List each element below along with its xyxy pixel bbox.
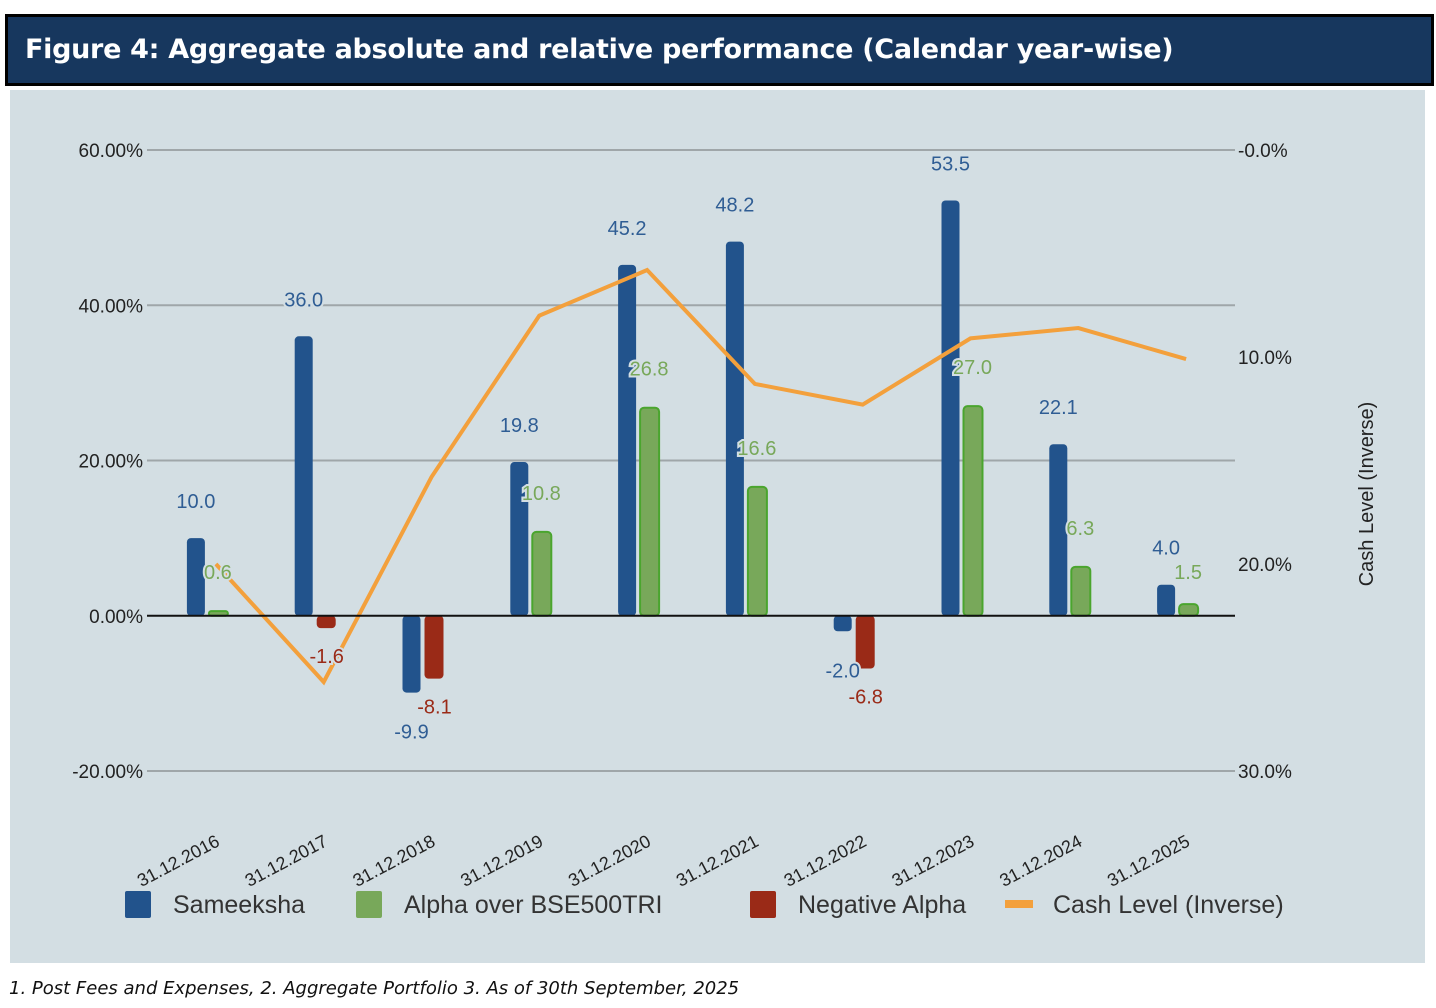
footnote: 1. Post Fees and Expenses, 2. Aggregate …: [9, 978, 740, 999]
y-left-tick-label: 20.00%: [79, 452, 144, 473]
y-left-tick-label: 60.00%: [79, 141, 144, 162]
label-alpha: 10.8: [522, 483, 561, 505]
label-sameeksha: -9.9: [394, 722, 428, 744]
label-alpha: 1.5: [1174, 562, 1202, 584]
legend-label: Cash Level (Inverse): [1053, 891, 1284, 919]
bar-negative-alpha: [316, 615, 336, 629]
label-alpha: 6.3: [1066, 518, 1094, 540]
label-sameeksha: 19.8: [500, 415, 539, 437]
legend: Sameeksha Alpha over BSE500TRI Negative Al…: [125, 891, 1284, 919]
x-tick-label: 31.12.2024: [996, 831, 1085, 891]
bar-negative-alpha: [855, 615, 875, 669]
bar-sameeksha: [294, 336, 313, 616]
legend-swatch-2: [750, 891, 776, 918]
label-sameeksha: 22.1: [1039, 397, 1078, 419]
bar-sameeksha: [941, 200, 960, 616]
performance-chart: 10.0 0.6 36.0 -1.6 -9.9 -8.1 19.8 10.8 45.2 26.8 4…: [72, 141, 1378, 919]
label-negative-alpha: -6.8: [848, 687, 882, 709]
bar-sameeksha: [833, 615, 852, 632]
label-sameeksha: 36.0: [284, 289, 323, 311]
figure-title-banner: Figure 4: Aggregate absolute and relativ…: [5, 14, 1434, 86]
y-right-tick-label: 20.0%: [1238, 555, 1292, 576]
bar-alpha: [746, 485, 768, 617]
label-sameeksha: 48.2: [715, 195, 754, 217]
bars: [186, 200, 1200, 693]
x-tick-label: 31.12.2020: [565, 831, 654, 891]
figure-title: Figure 4: Aggregate absolute and relativ…: [25, 34, 1174, 65]
bar-sameeksha: [1049, 444, 1068, 616]
label-alpha: 26.8: [630, 359, 669, 381]
bar-sameeksha: [402, 615, 421, 693]
x-tick-label: 31.12.2018: [349, 831, 438, 891]
label-alpha: 16.6: [737, 438, 776, 460]
bar-sameeksha: [186, 538, 205, 616]
bar-alpha: [531, 530, 553, 617]
label-sameeksha: 53.5: [931, 153, 970, 175]
y-left-tick-label: 40.00%: [79, 296, 144, 317]
label-sameeksha: -2.0: [825, 660, 859, 682]
legend-swatch-1: [356, 891, 382, 918]
cash-level-line: [214, 267, 1187, 686]
chart-panel: 10.0 0.6 36.0 -1.6 -9.9 -8.1 19.8 10.8 45.2 26.8 4…: [10, 90, 1425, 963]
axes: -20.00% 0.00% 20.00% 40.00% 60.00% -0.0% 10.0%…: [72, 141, 1378, 891]
bar-sameeksha: [1157, 584, 1176, 616]
x-tick-label: 31.12.2017: [242, 831, 331, 891]
x-tick-label: 31.12.2019: [457, 831, 546, 891]
bar-alpha: [1178, 603, 1200, 617]
y-right-axis-title: Cash Level (Inverse): [1356, 402, 1378, 587]
y-right-tick-label: 30.0%: [1238, 762, 1292, 783]
bar-sameeksha: [725, 241, 744, 616]
x-tick-label: 31.12.2021: [673, 831, 762, 891]
legend-swatch-cash-level: [1005, 900, 1033, 908]
legend-label: Negative Alpha: [798, 891, 966, 919]
label-negative-alpha: -1.6: [309, 646, 343, 668]
bar-alpha: [639, 406, 661, 617]
bar-negative-alpha: [424, 615, 444, 679]
label-alpha: 0.6: [204, 562, 232, 584]
x-tick-label: 31.12.2016: [134, 831, 223, 891]
bar-alpha: [1070, 565, 1092, 617]
x-tick-label: 31.12.2023: [888, 831, 977, 891]
y-right-tick-label: -0.0%: [1238, 141, 1288, 162]
legend-swatch-0: [125, 891, 151, 918]
bar-alpha: [962, 405, 984, 617]
bar-sameeksha: [510, 462, 529, 616]
cash-line: [214, 267, 1187, 686]
y-left-tick-label: -20.00%: [72, 762, 143, 783]
y-right-tick-label: 10.0%: [1238, 348, 1292, 369]
x-tick-label: 31.12.2025: [1104, 831, 1193, 891]
legend-label: Alpha over BSE500TRI: [404, 891, 662, 919]
label-sameeksha: 4.0: [1152, 538, 1180, 560]
x-tick-label: 31.12.2022: [781, 831, 870, 891]
label-alpha: 27.0: [953, 357, 992, 379]
legend-label: Sameeksha: [173, 891, 305, 919]
label-negative-alpha: -8.1: [417, 697, 451, 719]
label-sameeksha: 45.2: [608, 218, 647, 240]
bar-sameeksha: [618, 264, 637, 616]
data-labels: 10.0 0.6 36.0 -1.6 -9.9 -8.1 19.8 10.8 45.2 26.8 4…: [174, 151, 1204, 745]
label-sameeksha: 10.0: [176, 491, 215, 513]
y-left-tick-label: 0.00%: [89, 607, 143, 628]
